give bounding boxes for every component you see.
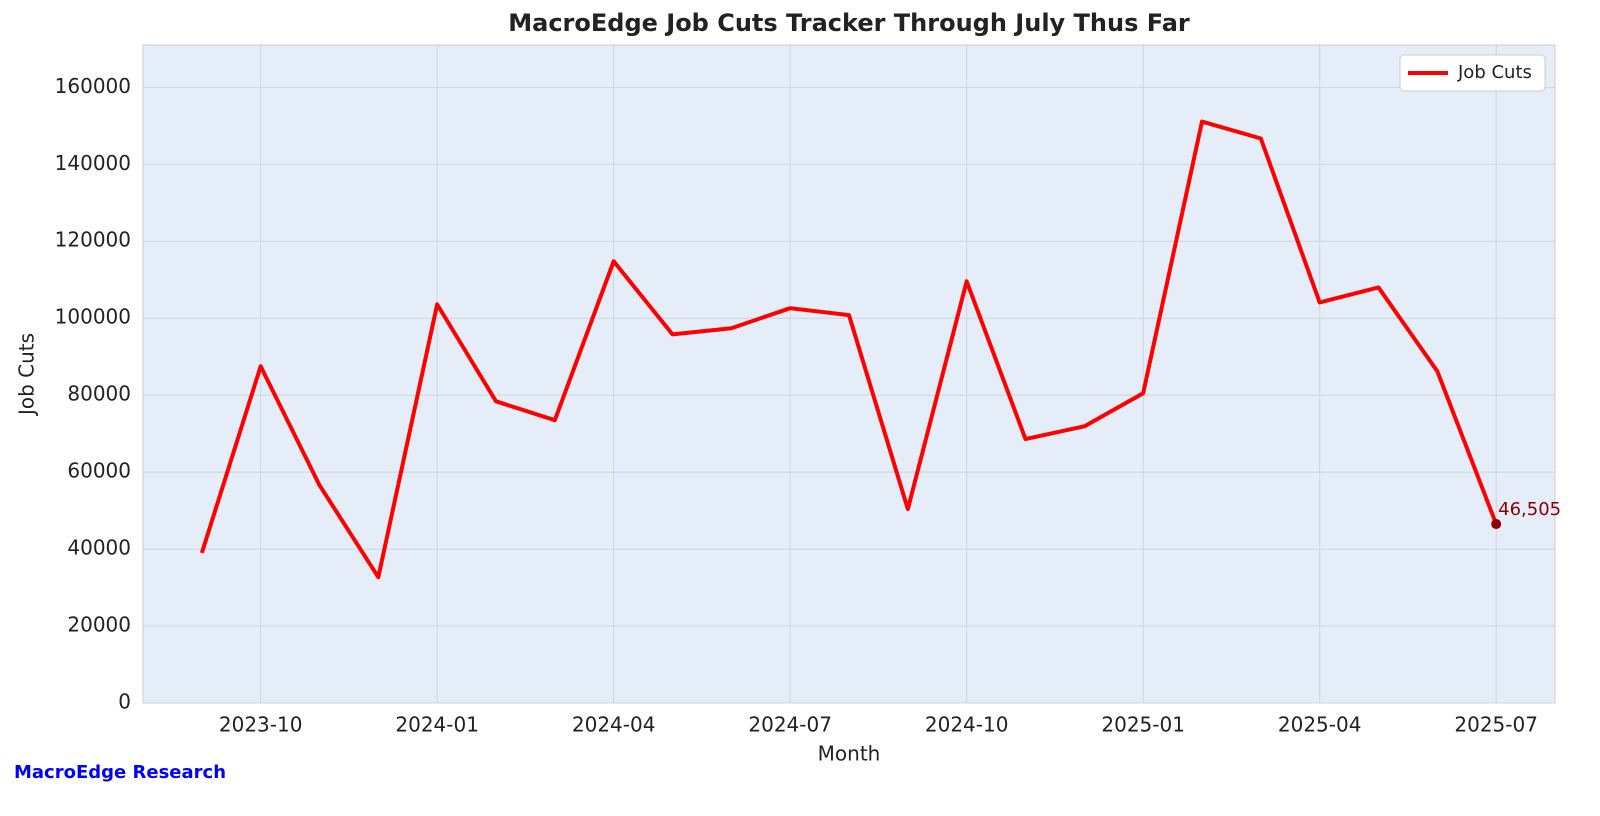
x-tick-label: 2025-07 (1454, 713, 1538, 737)
legend-box (1399, 54, 1546, 92)
x-tick-label: 2025-01 (1101, 713, 1185, 737)
y-tick-label: 60000 (67, 459, 131, 483)
x-axis-label: Month (818, 742, 881, 766)
x-tick-label: 2024-04 (572, 713, 656, 737)
x-tick-label: 2025-04 (1278, 713, 1362, 737)
x-tick-label: 2024-07 (748, 713, 832, 737)
y-tick-label: 100000 (55, 305, 131, 329)
y-tick-label: 160000 (55, 74, 131, 98)
legend-label: Job Cuts (1457, 62, 1532, 83)
x-tick-label: 2024-10 (925, 713, 1009, 737)
footer: MacroEdge Research (14, 762, 226, 783)
y-tick-label: 80000 (67, 382, 131, 406)
x-tick-label: 2023-10 (219, 713, 303, 737)
data-label: 46,505 (1498, 499, 1561, 520)
y-tick-label: 0 (118, 690, 131, 714)
y-tick-label: 40000 (67, 536, 131, 560)
chart-title: MacroEdge Job Cuts Tracker Through July … (508, 9, 1190, 37)
point (1491, 519, 1502, 530)
x-tick-label: 2024-01 (395, 713, 479, 737)
y-tick-label: 140000 (55, 151, 131, 175)
line (199, 119, 1499, 580)
y-tick-label: 20000 (67, 613, 131, 637)
plot-area (142, 44, 1556, 704)
y-axis-label: Job Cuts (15, 333, 39, 417)
y-tick-label: 120000 (55, 228, 131, 252)
